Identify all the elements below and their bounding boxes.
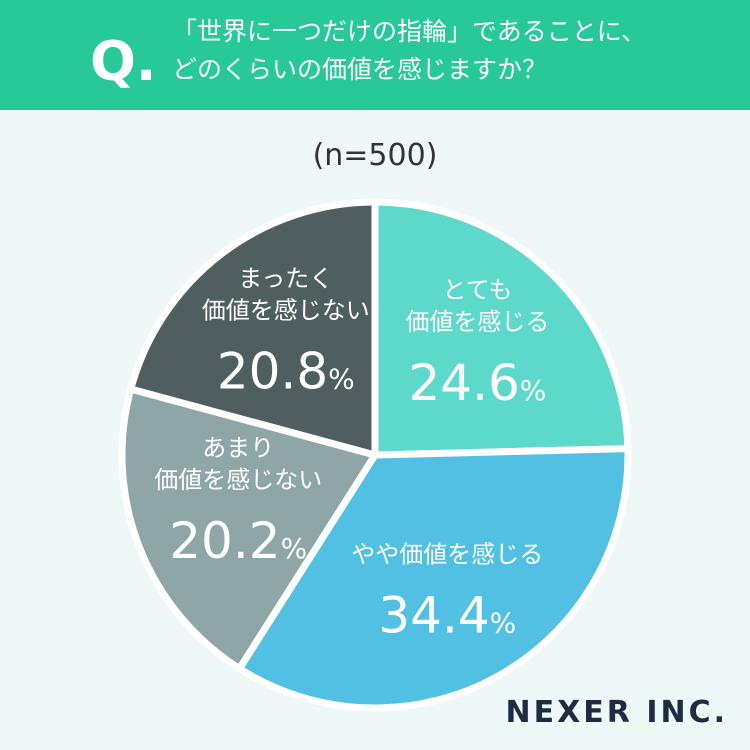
pie-slice (118, 385, 379, 673)
pie: とても価値を感じる 24.6% やや価値を感じる 34.4% あまり価値を感じない 20.… (118, 198, 632, 712)
slice-label: やや価値を感じる (351, 541, 543, 569)
value-label: 34.4% (378, 587, 516, 645)
value-label: 20.2% (169, 512, 307, 570)
logo: NEXER INC. (506, 695, 728, 730)
header-band (0, 0, 750, 110)
slice-label: あまり価値を感じない (154, 434, 322, 494)
pie-slice (127, 198, 379, 459)
slice-label: とても価値を感じる (405, 276, 549, 336)
value-label: 20.8% (217, 342, 355, 400)
slice-label: まったく価値を感じない (202, 264, 370, 324)
subtitle: (n=500) (313, 138, 438, 173)
pie-slice (371, 198, 632, 459)
question-mark: Q. (90, 30, 156, 93)
pie-slice (235, 445, 632, 712)
chart-title: 「世界に一つだけの指輪」であることに、どのくらいの価値を感じますか？ (172, 17, 646, 84)
value-label: 24.6% (408, 354, 546, 412)
